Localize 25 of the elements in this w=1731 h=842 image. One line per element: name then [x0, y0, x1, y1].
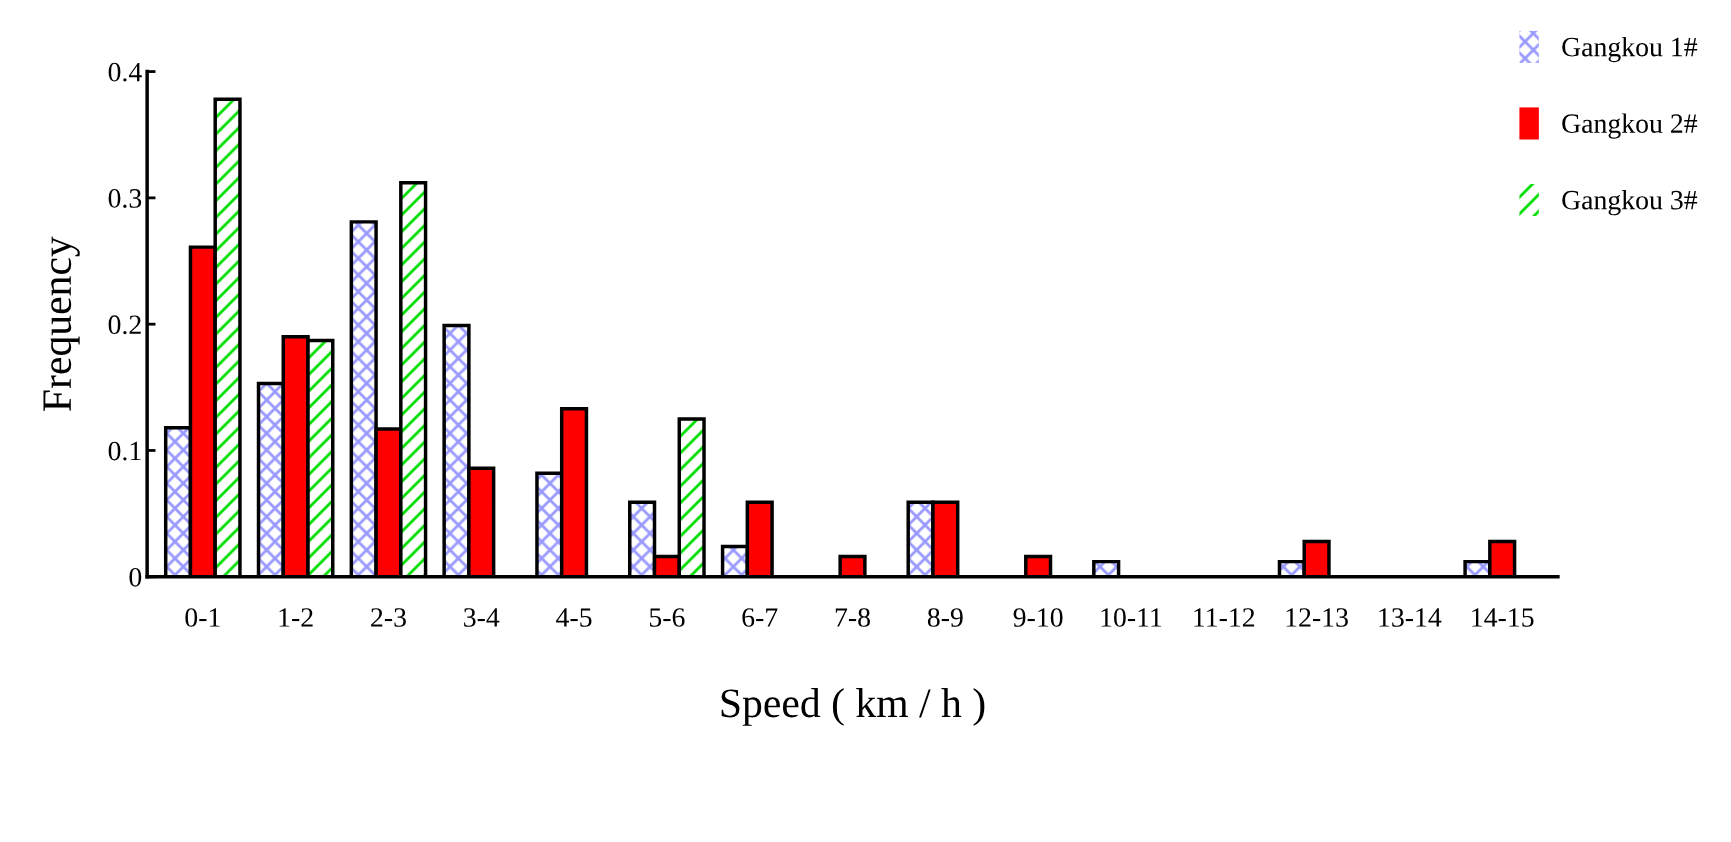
x-tick-label: 10-11 [1101, 608, 1162, 627]
x-tick-label: 8-9 [927, 608, 963, 627]
y-tick-label: 0 [129, 567, 142, 587]
y-tick-label: 0.4 [108, 62, 142, 82]
legend-label: Gangkou 2# [1562, 113, 1698, 139]
y-tick-label: 0.1 [108, 441, 141, 461]
x-tick-label: 9-10 [1013, 608, 1063, 627]
legend-label: Gangkou 1# [1562, 36, 1698, 63]
x-tick-label: 4-5 [556, 608, 592, 627]
x-tick-label: 11-12 [1194, 608, 1255, 627]
x-tick-label: 14-15 [1472, 608, 1534, 627]
y-tick-label: 0.2 [108, 315, 141, 335]
x-tick-label: 13-14 [1379, 608, 1442, 627]
x-axis-title: Speed ( km / h ) [721, 688, 985, 726]
y-tick-label: 0.3 [108, 189, 142, 208]
x-tick-label: 7-8 [835, 608, 870, 627]
x-tick-label: 5-6 [649, 608, 685, 627]
x-tick-label: 3-4 [464, 608, 500, 627]
x-tick-label: 1-2 [279, 608, 313, 627]
x-tick-label: 2-3 [371, 608, 406, 627]
x-tick-label: 0-1 [185, 608, 220, 627]
x-tick-label: 12-13 [1286, 608, 1348, 627]
legend-label: Gangkou 3# [1562, 189, 1698, 216]
y-axis-title: Frequency [43, 236, 80, 411]
x-tick-label: 6-7 [742, 608, 778, 627]
